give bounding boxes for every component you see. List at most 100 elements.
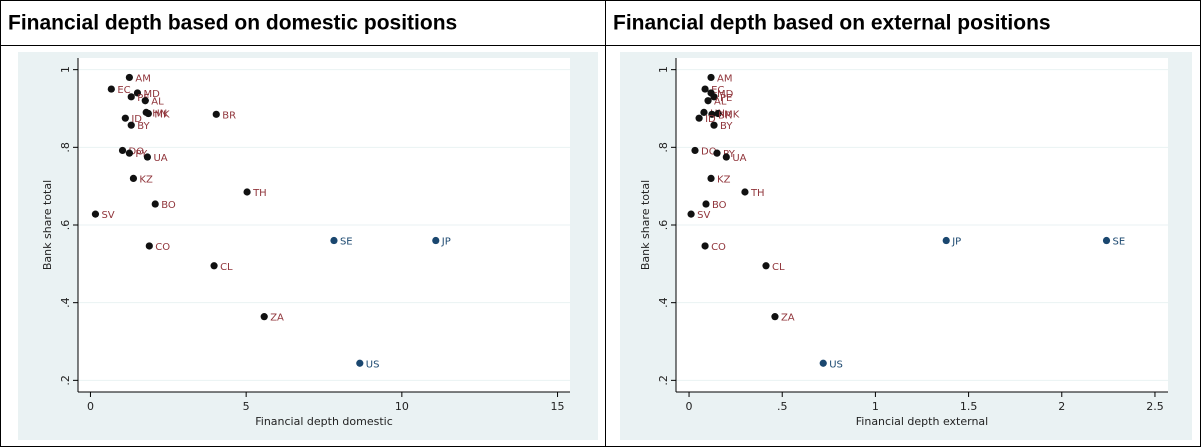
point (1102, 236, 1111, 245)
point (700, 108, 708, 116)
point-label: TH (252, 188, 267, 199)
point-label: MK (724, 110, 740, 121)
point-label: BO (712, 200, 727, 211)
point-label: KZ (139, 174, 153, 185)
point-label: SV (697, 210, 710, 221)
point (762, 262, 770, 270)
point (133, 89, 142, 97)
y-tick-label: .2 (59, 375, 72, 386)
point-label: BO (161, 200, 176, 211)
point-label: BR (222, 110, 236, 121)
point-label: EC (711, 85, 724, 96)
point-label: BY (720, 121, 733, 132)
point-label: ID (131, 114, 142, 125)
point-label: SE (1113, 237, 1126, 248)
point-label: CL (220, 262, 233, 273)
point-label: MD (143, 89, 160, 100)
point (722, 153, 730, 161)
y-tick-label: .8 (59, 142, 72, 153)
point (143, 153, 152, 161)
point-label: SV (101, 210, 114, 221)
point (771, 313, 779, 321)
point-label: AM (717, 73, 732, 84)
point-label: UA (153, 153, 167, 164)
y-axis-label: Bank share total (41, 180, 54, 270)
point-label: DO (129, 146, 145, 157)
point-label: US (829, 359, 843, 370)
point (260, 313, 268, 321)
point (212, 110, 220, 118)
x-tick-label: 1.5 (960, 400, 978, 413)
point-label: AL (714, 97, 727, 108)
point-label: PY (135, 149, 148, 160)
point (707, 174, 715, 182)
point (714, 109, 722, 118)
point-label: JP (951, 237, 961, 248)
point (432, 236, 440, 245)
x-tick-label: 0 (87, 400, 94, 413)
point (704, 97, 712, 105)
x-tick-label: 10 (395, 400, 409, 413)
point (710, 121, 718, 129)
y-axis-label: Bank share total (639, 180, 652, 270)
point-label: BR (718, 110, 732, 121)
chart-title: Financial depth based on domestic positi… (8, 12, 457, 35)
point (687, 210, 695, 218)
point (741, 188, 749, 196)
point (125, 73, 133, 82)
x-tick-label: 2.5 (1146, 400, 1164, 413)
point-label: UA (732, 153, 746, 164)
point (701, 242, 709, 250)
x-tick-label: 5 (243, 400, 250, 413)
point-label: SE (340, 237, 353, 248)
x-axis-label: Financial depth external (856, 415, 988, 428)
y-tick-label: .8 (657, 142, 670, 153)
point (144, 109, 152, 118)
point (129, 174, 138, 182)
point-label: US (366, 359, 380, 370)
x-tick-label: 15 (551, 400, 565, 413)
point-label: AM (135, 73, 150, 84)
point-label: HN (152, 108, 167, 119)
point (702, 200, 710, 208)
point (330, 236, 338, 245)
point (713, 149, 721, 157)
point-label: BY (137, 121, 150, 132)
point-label: AL (151, 97, 164, 108)
point (127, 121, 135, 129)
x-tick-label: 1 (872, 400, 879, 413)
point-label: TH (750, 188, 765, 199)
chart-title: Financial depth based on external positi… (613, 12, 1051, 35)
point (708, 110, 716, 118)
point (243, 188, 251, 196)
point-label: KZ (717, 174, 731, 185)
point-label: ZA (781, 313, 795, 324)
y-tick-label: .4 (59, 297, 72, 308)
y-tick-label: .4 (657, 297, 670, 308)
point (356, 359, 364, 367)
x-tick-label: 0 (686, 400, 693, 413)
y-tick-label: 1 (657, 66, 670, 73)
point (121, 114, 129, 122)
point-label: EC (117, 85, 130, 96)
point (125, 149, 133, 157)
point-label: MK (154, 110, 170, 121)
x-tick-label: 2 (1058, 400, 1065, 413)
point (210, 262, 218, 270)
point (710, 93, 718, 101)
x-axis-label: Financial depth domestic (255, 415, 393, 428)
point (942, 236, 950, 245)
point-label: CO (155, 242, 170, 253)
point-label: DO (701, 146, 717, 157)
point (701, 85, 709, 93)
point (107, 85, 115, 93)
point (145, 242, 153, 250)
point (118, 146, 127, 155)
y-tick-label: .2 (657, 375, 670, 386)
y-tick-label: .6 (657, 220, 670, 231)
point-label: CO (711, 242, 726, 253)
y-tick-label: .6 (59, 220, 72, 231)
point (691, 146, 699, 155)
point (141, 97, 149, 105)
